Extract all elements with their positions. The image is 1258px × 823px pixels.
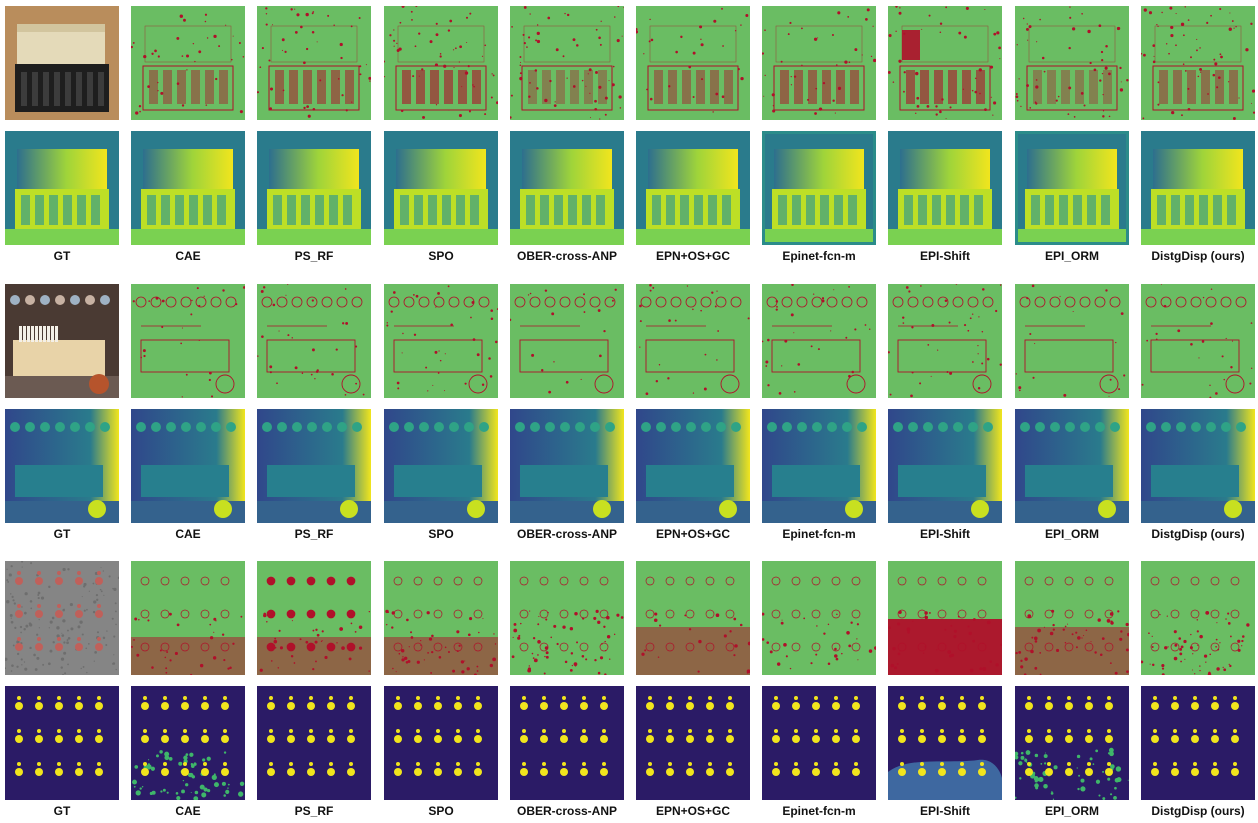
sideboard-error-map [131, 284, 245, 398]
boxes-disparity-map [888, 131, 1002, 245]
method-label: CAE [175, 804, 201, 818]
method-label: DistgDisp (ours) [1151, 249, 1245, 263]
sideboard-disparity-map [257, 409, 371, 523]
sideboard-input-photo [5, 284, 119, 398]
boxes-disparity-map [762, 131, 876, 245]
dots-error-map [888, 561, 1002, 675]
boxes-error-map [131, 6, 245, 120]
boxes-disparity-map [131, 131, 245, 245]
method-label: SPO [428, 527, 454, 541]
sideboard-disparity-map [1141, 409, 1255, 523]
dots-error-map [384, 561, 498, 675]
sideboard-disparity-map [5, 409, 119, 523]
method-label: EPN+OS+GC [655, 804, 731, 818]
boxes-error-map [1015, 6, 1129, 120]
sideboard-error-map [888, 284, 1002, 398]
boxes-error-map [1141, 6, 1255, 120]
sideboard-error-map [636, 284, 750, 398]
method-label: OBER-cross-ANP [516, 249, 618, 263]
method-label: GT [53, 249, 71, 263]
sideboard-disparity-map [510, 409, 624, 523]
method-label: DistgDisp (ours) [1151, 804, 1245, 818]
method-label: OBER-cross-ANP [516, 804, 618, 818]
dots-disparity-map [1015, 686, 1129, 800]
method-label: GT [53, 527, 71, 541]
method-label: EPI-Shift [920, 249, 970, 263]
method-label: SPO [428, 249, 454, 263]
method-label: EPI_ORM [1044, 804, 1099, 818]
method-label: CAE [175, 527, 201, 541]
boxes-error-map [384, 6, 498, 120]
method-label: EPN+OS+GC [655, 249, 731, 263]
dots-disparity-map [510, 686, 624, 800]
dots-disparity-map [1141, 686, 1255, 800]
dots-disparity-map [888, 686, 1002, 800]
sideboard-error-map [510, 284, 624, 398]
sideboard-disparity-map [1015, 409, 1129, 523]
sideboard-disparity-map [762, 409, 876, 523]
boxes-disparity-map [1141, 131, 1255, 245]
boxes-error-map [636, 6, 750, 120]
dots-disparity-map [131, 686, 245, 800]
method-label: EPN+OS+GC [655, 527, 731, 541]
method-label: SPO [428, 804, 454, 818]
dots-input-photo [5, 561, 119, 675]
method-label: CAE [175, 249, 201, 263]
dots-error-map [1141, 561, 1255, 675]
method-label: Epinet-fcn-m [782, 804, 856, 818]
boxes-disparity-map [384, 131, 498, 245]
method-label: DistgDisp (ours) [1151, 527, 1245, 541]
sideboard-error-map [1015, 284, 1129, 398]
boxes-error-map [510, 6, 624, 120]
sideboard-disparity-map [384, 409, 498, 523]
method-label: EPI_ORM [1044, 249, 1099, 263]
sideboard-disparity-map [131, 409, 245, 523]
dots-disparity-map [257, 686, 371, 800]
boxes-error-map [257, 6, 371, 120]
dots-error-map [510, 561, 624, 675]
boxes-disparity-map [636, 131, 750, 245]
method-label: Epinet-fcn-m [782, 527, 856, 541]
method-label: GT [53, 804, 71, 818]
method-label: PS_RF [294, 527, 334, 541]
sideboard-error-map [384, 284, 498, 398]
method-label: PS_RF [294, 804, 334, 818]
boxes-error-map [888, 6, 1002, 120]
dots-disparity-map [636, 686, 750, 800]
dots-disparity-map [384, 686, 498, 800]
dots-error-map [636, 561, 750, 675]
boxes-disparity-map [510, 131, 624, 245]
sideboard-disparity-map [636, 409, 750, 523]
boxes-disparity-map [1015, 131, 1129, 245]
sideboard-error-map [1141, 284, 1255, 398]
boxes-error-map [762, 6, 876, 120]
boxes-disparity-map [257, 131, 371, 245]
sideboard-error-map [762, 284, 876, 398]
method-label: EPI-Shift [920, 804, 970, 818]
dots-disparity-map [762, 686, 876, 800]
method-label: OBER-cross-ANP [516, 527, 618, 541]
method-label: EPI_ORM [1044, 527, 1099, 541]
dots-error-map [762, 561, 876, 675]
dots-error-map [1015, 561, 1129, 675]
boxes-input-photo [5, 6, 119, 120]
sideboard-disparity-map [888, 409, 1002, 523]
sideboard-error-map [257, 284, 371, 398]
dots-disparity-map [5, 686, 119, 800]
dots-error-map [131, 561, 245, 675]
method-label: PS_RF [294, 249, 334, 263]
method-label: Epinet-fcn-m [782, 249, 856, 263]
dots-error-map [257, 561, 371, 675]
method-label: EPI-Shift [920, 527, 970, 541]
boxes-disparity-map [5, 131, 119, 245]
